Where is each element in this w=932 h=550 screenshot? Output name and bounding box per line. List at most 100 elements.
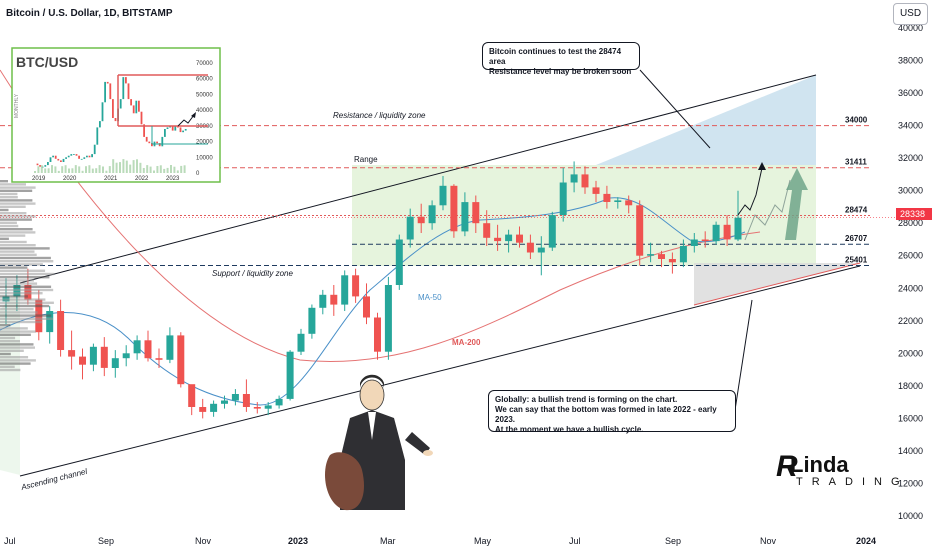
volume-profile-bar	[0, 218, 32, 221]
candle-body	[395, 239, 403, 285]
volume-profile-bar	[0, 183, 26, 186]
inset-volume-bar	[108, 166, 111, 173]
inset-candle	[145, 136, 148, 142]
projection-arrow-1-head	[758, 162, 766, 170]
ma50-label: MA-50	[418, 293, 442, 302]
inset-volume-bar	[85, 166, 87, 173]
volume-profile-bar	[0, 215, 36, 218]
inset-candle	[39, 165, 41, 167]
candle-body	[231, 394, 239, 401]
volume-profile-bar	[0, 192, 18, 196]
inset-x-tick: 2022	[135, 176, 149, 182]
volume-profile-bar	[0, 276, 50, 279]
inset-chart: 70000 60000 50000 40000 30000 20000 10000 0 201…	[11, 47, 221, 183]
inset-volume-bar	[34, 171, 36, 173]
volume-profile-bar	[0, 247, 50, 250]
candle-body	[166, 335, 174, 360]
x-tick-label: Jul	[4, 536, 16, 546]
x-tick-label: 2023	[288, 536, 308, 546]
candle-body	[188, 384, 196, 407]
y-tick-label: 32000	[898, 153, 923, 163]
inset-volume-bar	[159, 165, 162, 173]
channel-lower-line	[19, 265, 861, 477]
callout-top-line-1: Bitcoin continues to test the 28474 area	[489, 47, 622, 66]
inset-candle	[166, 127, 169, 129]
inset-candle	[151, 143, 153, 147]
volume-profile-bar	[0, 208, 9, 212]
volume-profile-bar	[0, 356, 29, 359]
inset-volume-bar	[88, 165, 91, 173]
x-tick-label: Nov	[760, 536, 777, 546]
candle-body	[46, 311, 54, 333]
inset-volume-bar	[176, 170, 179, 173]
volume-profile-bar	[0, 199, 33, 202]
volume-profile-bar	[0, 231, 36, 234]
y-tick-label: 24000	[898, 283, 923, 293]
inset-candle	[62, 158, 65, 162]
currency-button[interactable]: USD	[893, 3, 928, 25]
callout-bottom-line-1: Globally: a bullish trend is forming on …	[495, 395, 678, 404]
range-label: Range	[354, 155, 378, 164]
character-illustration	[325, 374, 433, 511]
inset-candle	[161, 136, 164, 147]
inset-volume-bar	[129, 164, 132, 173]
volume-profile-bar	[0, 256, 51, 260]
volume-profile-bar	[0, 308, 34, 311]
callout-top-line-2: Resistance level may be broken soon	[489, 67, 632, 76]
candle-body	[417, 216, 425, 224]
projection-path-1	[737, 167, 763, 216]
volume-profile-bar	[0, 314, 52, 317]
volume-profile-bar	[0, 212, 27, 215]
candle-body	[264, 405, 272, 409]
volume-profile-bar	[0, 298, 46, 301]
volume-profile-bar	[0, 189, 33, 192]
inset-volume-bar	[156, 166, 159, 173]
inset-candle	[182, 130, 184, 133]
y-tick-label: 20000	[898, 348, 923, 358]
candle-body	[450, 185, 458, 232]
callout-bottom-line-3: At the moment we have a bullish cycle.	[495, 425, 644, 434]
inset-y-tick: 10000	[196, 155, 213, 161]
inset-candle	[83, 157, 86, 159]
inset-candle	[184, 129, 187, 131]
ma200-line	[0, 69, 761, 363]
resistance-label: Resistance / liquidity zone	[333, 111, 426, 120]
candle-body	[679, 246, 687, 263]
candle-body	[548, 215, 556, 248]
inset-candle	[104, 81, 106, 103]
candle-body	[483, 223, 491, 238]
inset-candle	[60, 160, 62, 162]
candle-body	[439, 185, 447, 206]
inset-x-tick: 2021	[104, 176, 118, 182]
support-diagonal	[693, 262, 861, 306]
volume-profile-bar	[0, 221, 17, 224]
candle-body	[625, 200, 633, 206]
candle-body	[210, 403, 218, 412]
inset-candle	[143, 124, 145, 137]
inset-volume-bar	[40, 165, 43, 173]
channel-projection	[596, 75, 816, 165]
callout-top: Bitcoin continues to test the 28474 area…	[482, 42, 640, 76]
inset-volume-bar	[122, 159, 125, 173]
volume-profile-bar	[0, 250, 35, 253]
volume-profile-bar	[0, 330, 36, 333]
volume-profile-bar	[0, 324, 11, 327]
current-price-text: 28338	[900, 209, 925, 219]
inset-volume-bar	[119, 162, 121, 173]
inset-x-tick: 2023	[166, 176, 180, 182]
volume-profile-bar	[0, 352, 11, 356]
candle-body	[363, 296, 370, 318]
inset-candle	[106, 81, 109, 84]
inset-volume-bar	[149, 166, 152, 173]
candle-body	[319, 294, 327, 308]
inset-candle	[119, 99, 122, 109]
support-label: Support / liquidity zone	[212, 269, 293, 278]
inset-candle	[132, 105, 135, 114]
candle-body	[494, 237, 502, 242]
inset-volume-bar	[163, 168, 166, 173]
inset-x-tick: 2020	[63, 176, 77, 182]
candle-body	[690, 239, 698, 246]
volume-profile-bar	[0, 269, 46, 272]
inset-candle	[96, 127, 99, 145]
